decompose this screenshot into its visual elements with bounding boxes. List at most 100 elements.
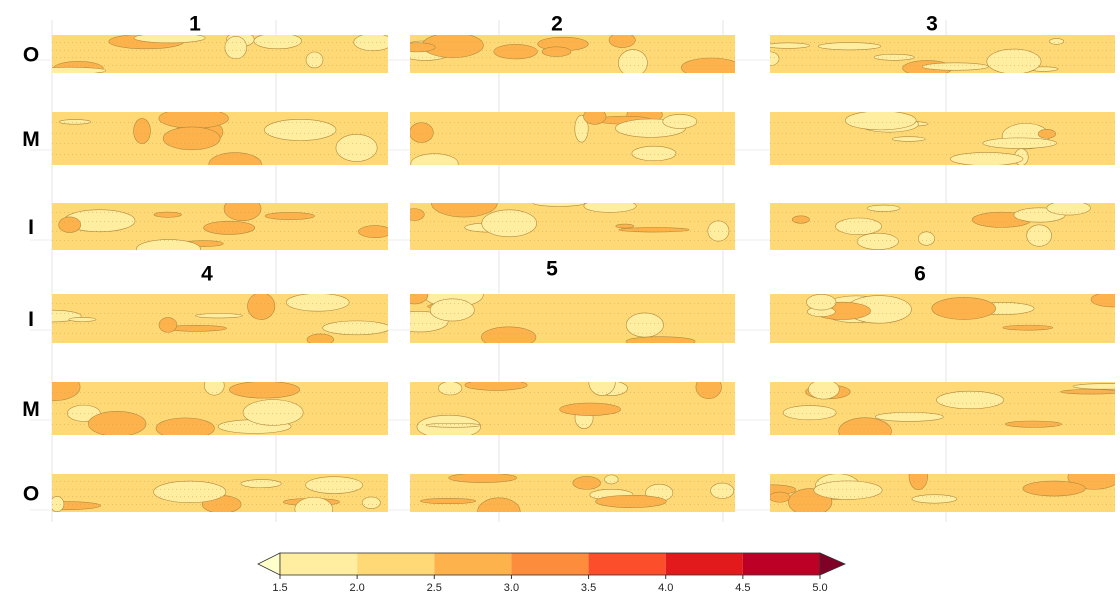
contour-blob xyxy=(223,203,262,222)
contour-blob xyxy=(782,405,837,421)
contour-blob xyxy=(604,474,619,485)
contour-blob xyxy=(158,112,229,129)
contour-blob xyxy=(133,35,206,44)
contour-blob xyxy=(353,35,388,52)
row-label: O xyxy=(23,483,39,506)
colorbar-frame xyxy=(279,552,821,576)
contour-panel xyxy=(410,294,735,343)
contour-blob xyxy=(710,482,735,499)
contour-blob xyxy=(410,153,459,165)
contour-blob xyxy=(1037,129,1056,139)
contour-blob xyxy=(305,476,363,494)
contour-blob xyxy=(52,496,65,512)
contour-blob xyxy=(618,49,648,73)
contour-blob xyxy=(1004,420,1062,428)
contour-blob xyxy=(908,474,928,490)
colorbar-segment xyxy=(665,553,743,575)
contour-blob xyxy=(838,417,892,435)
colorbar-tick-label: 4.5 xyxy=(735,582,750,594)
contour-blob xyxy=(361,496,381,509)
contour-blob xyxy=(224,35,248,60)
panel-title: 4 xyxy=(201,263,213,286)
panel-base xyxy=(770,112,1115,165)
contour-blob xyxy=(615,223,635,229)
contour-blob xyxy=(153,480,227,503)
panel-title: 1 xyxy=(189,13,201,36)
contour-panel xyxy=(52,474,388,512)
contour-blob xyxy=(264,118,337,141)
contour-blob xyxy=(1072,383,1115,390)
contour-panel xyxy=(770,112,1115,165)
contour-panel xyxy=(410,474,735,512)
row-label: I xyxy=(28,216,34,239)
contour-blob xyxy=(806,294,837,311)
panel-title: 3 xyxy=(926,13,938,36)
contour-panel xyxy=(52,35,388,73)
colorbar-under xyxy=(257,552,281,576)
contour-blob xyxy=(631,145,677,162)
colorbar-tick-label: 2.5 xyxy=(427,582,442,594)
contour-blob xyxy=(58,119,92,125)
contour-panel xyxy=(770,294,1115,343)
contour-blob xyxy=(583,203,637,213)
contour-blob xyxy=(625,312,664,338)
contour-blob xyxy=(195,313,243,319)
contour-blob xyxy=(922,62,989,71)
contour-blob xyxy=(808,382,840,400)
contour-blob xyxy=(208,152,262,165)
contour-blob xyxy=(294,496,333,512)
contour-blob xyxy=(429,298,475,322)
contour-blob xyxy=(891,136,926,142)
contour-blob xyxy=(1002,324,1054,331)
contour-panel xyxy=(410,382,735,435)
colorbar-tick-label: 3.0 xyxy=(504,582,519,594)
contour-blob xyxy=(305,51,324,69)
contour-panel xyxy=(410,35,735,73)
contour-blob xyxy=(322,320,388,336)
colorbar-segment xyxy=(434,553,512,575)
panel-title: 5 xyxy=(546,258,558,281)
colorbar-over xyxy=(819,552,846,576)
contour-blob xyxy=(431,203,498,218)
contour-blob xyxy=(574,114,589,143)
contour-blob xyxy=(420,497,476,505)
contour-panel xyxy=(410,203,735,250)
panel-title: 6 xyxy=(914,263,926,286)
row-label: I xyxy=(28,308,34,331)
contour-blob xyxy=(844,112,917,131)
colorbar-tick-label: 1.5 xyxy=(272,582,287,594)
contour-blob xyxy=(493,44,538,60)
contour-blob xyxy=(1060,389,1115,395)
contour-blob xyxy=(153,211,182,218)
contour-panel xyxy=(770,474,1115,512)
contour-blob xyxy=(662,114,698,129)
contour-blob xyxy=(791,215,810,224)
contour-blob xyxy=(247,294,276,320)
contour-blob xyxy=(625,336,696,343)
contour-blob xyxy=(358,225,388,238)
contour-blob xyxy=(835,217,882,235)
contour-blob xyxy=(911,494,958,504)
contour-blob xyxy=(813,480,883,500)
contour-blob xyxy=(158,317,178,333)
contour-panel xyxy=(770,35,1115,73)
contour-blob xyxy=(52,382,81,402)
contour-blob xyxy=(770,51,780,66)
contour-panel xyxy=(770,382,1115,435)
contour-blob xyxy=(572,476,601,490)
contour-blob xyxy=(918,231,935,246)
contour-blob xyxy=(770,491,791,503)
contour-blob xyxy=(1049,38,1065,45)
contour-blob xyxy=(229,382,300,399)
panel-base xyxy=(52,35,388,73)
contour-blob xyxy=(936,390,1004,410)
contour-blob xyxy=(448,474,517,483)
panel-title: 2 xyxy=(551,13,563,36)
contour-blob xyxy=(136,239,201,250)
contour-blob xyxy=(1026,224,1052,247)
contour-blob xyxy=(866,204,901,212)
contour-blob xyxy=(88,411,147,435)
contour-blob xyxy=(410,122,434,143)
contour-blob xyxy=(242,399,304,426)
